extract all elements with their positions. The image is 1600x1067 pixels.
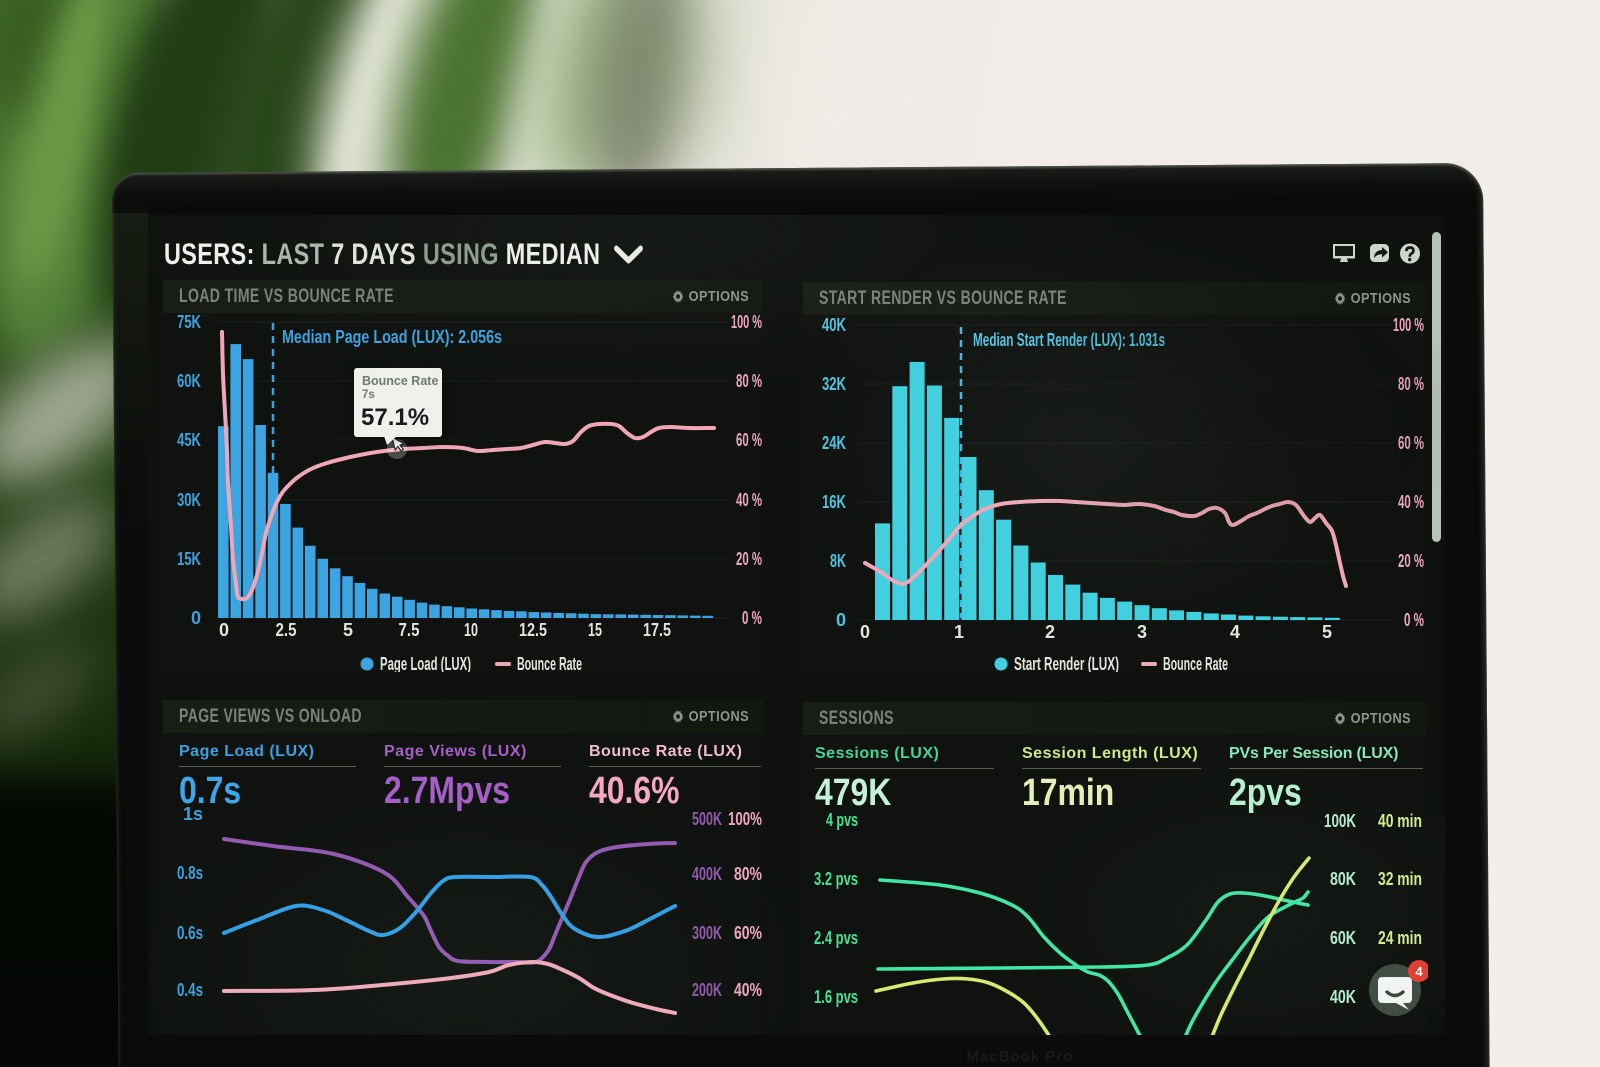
svg-text:40 min: 40 min	[1378, 811, 1422, 831]
svg-text:40%: 40%	[734, 980, 762, 1000]
svg-text:32K: 32K	[822, 374, 846, 394]
svg-text:60 %: 60 %	[1398, 433, 1424, 453]
svg-text:7.5: 7.5	[399, 620, 420, 640]
svg-text:0: 0	[191, 608, 201, 628]
svg-text:Median Page Load (LUX): 2.056s: Median Page Load (LUX): 2.056s	[282, 327, 502, 347]
svg-text:60K: 60K	[177, 371, 201, 391]
svg-text:24K: 24K	[822, 433, 846, 453]
svg-text:12.5: 12.5	[519, 620, 547, 640]
svg-text:17.5: 17.5	[643, 620, 671, 640]
svg-text:1: 1	[954, 622, 964, 642]
svg-text:0.4s: 0.4s	[177, 980, 203, 1000]
svg-text:100 %: 100 %	[731, 312, 762, 332]
svg-text:15K: 15K	[177, 549, 201, 569]
svg-text:60K: 60K	[1330, 928, 1356, 948]
svg-text:20 %: 20 %	[736, 549, 762, 569]
svg-text:Page Load (LUX): Page Load (LUX)	[380, 654, 471, 672]
svg-text:40K: 40K	[822, 315, 846, 335]
svg-text:24 min: 24 min	[1378, 928, 1422, 948]
svg-text:300K: 300K	[692, 923, 722, 943]
svg-text:3: 3	[1137, 622, 1147, 642]
svg-text:4: 4	[1415, 964, 1423, 979]
svg-text:0: 0	[219, 620, 229, 640]
svg-text:1.6 pvs: 1.6 pvs	[814, 987, 858, 1007]
svg-text:4 pvs: 4 pvs	[826, 810, 858, 830]
svg-text:2.4 pvs: 2.4 pvs	[814, 928, 858, 948]
svg-text:Median Start Render (LUX): 1.0: Median Start Render (LUX): 1.031s	[973, 330, 1165, 350]
svg-text:15: 15	[588, 620, 602, 640]
svg-text:80K: 80K	[1330, 869, 1356, 889]
svg-text:80 %: 80 %	[736, 371, 762, 391]
svg-text:Start Render (LUX): Start Render (LUX)	[1014, 654, 1119, 672]
svg-text:60 %: 60 %	[736, 430, 762, 450]
svg-text:0 %: 0 %	[1404, 610, 1424, 630]
svg-text:80 %: 80 %	[1398, 374, 1424, 394]
svg-text:0.8s: 0.8s	[177, 863, 203, 883]
svg-text:16K: 16K	[822, 492, 846, 512]
svg-text:2.5: 2.5	[276, 620, 297, 640]
svg-text:200K: 200K	[692, 980, 722, 1000]
svg-text:100K: 100K	[1324, 811, 1356, 831]
svg-text:Bounce Rate: Bounce Rate	[1163, 654, 1228, 672]
svg-text:10: 10	[464, 620, 478, 640]
svg-text:0: 0	[860, 622, 870, 642]
svg-text:400K: 400K	[692, 864, 722, 884]
svg-text:5: 5	[343, 620, 353, 640]
svg-text:0.6s: 0.6s	[177, 923, 203, 943]
svg-text:0 %: 0 %	[742, 608, 762, 628]
svg-text:100%: 100%	[728, 809, 762, 829]
svg-text:30K: 30K	[177, 490, 201, 510]
svg-text:3.2 pvs: 3.2 pvs	[814, 869, 858, 889]
svg-text:40K: 40K	[1330, 987, 1356, 1007]
svg-text:500K: 500K	[692, 809, 722, 829]
svg-text:5: 5	[1322, 622, 1332, 642]
svg-text:45K: 45K	[177, 430, 201, 450]
svg-text:1s: 1s	[183, 804, 203, 824]
svg-text:60%: 60%	[734, 923, 762, 943]
svg-text:32 min: 32 min	[1378, 869, 1422, 889]
svg-text:80%: 80%	[734, 864, 762, 884]
svg-text:Bounce Rate: Bounce Rate	[517, 654, 582, 672]
svg-text:40 %: 40 %	[736, 490, 762, 510]
svg-text:8K: 8K	[830, 551, 846, 571]
svg-text:20 %: 20 %	[1398, 551, 1424, 571]
svg-text:100 %: 100 %	[1393, 315, 1424, 335]
svg-text:75K: 75K	[177, 312, 201, 332]
svg-text:0: 0	[836, 610, 846, 630]
svg-text:4: 4	[1230, 622, 1240, 642]
svg-text:40 %: 40 %	[1398, 492, 1424, 512]
svg-text:2: 2	[1045, 622, 1055, 642]
